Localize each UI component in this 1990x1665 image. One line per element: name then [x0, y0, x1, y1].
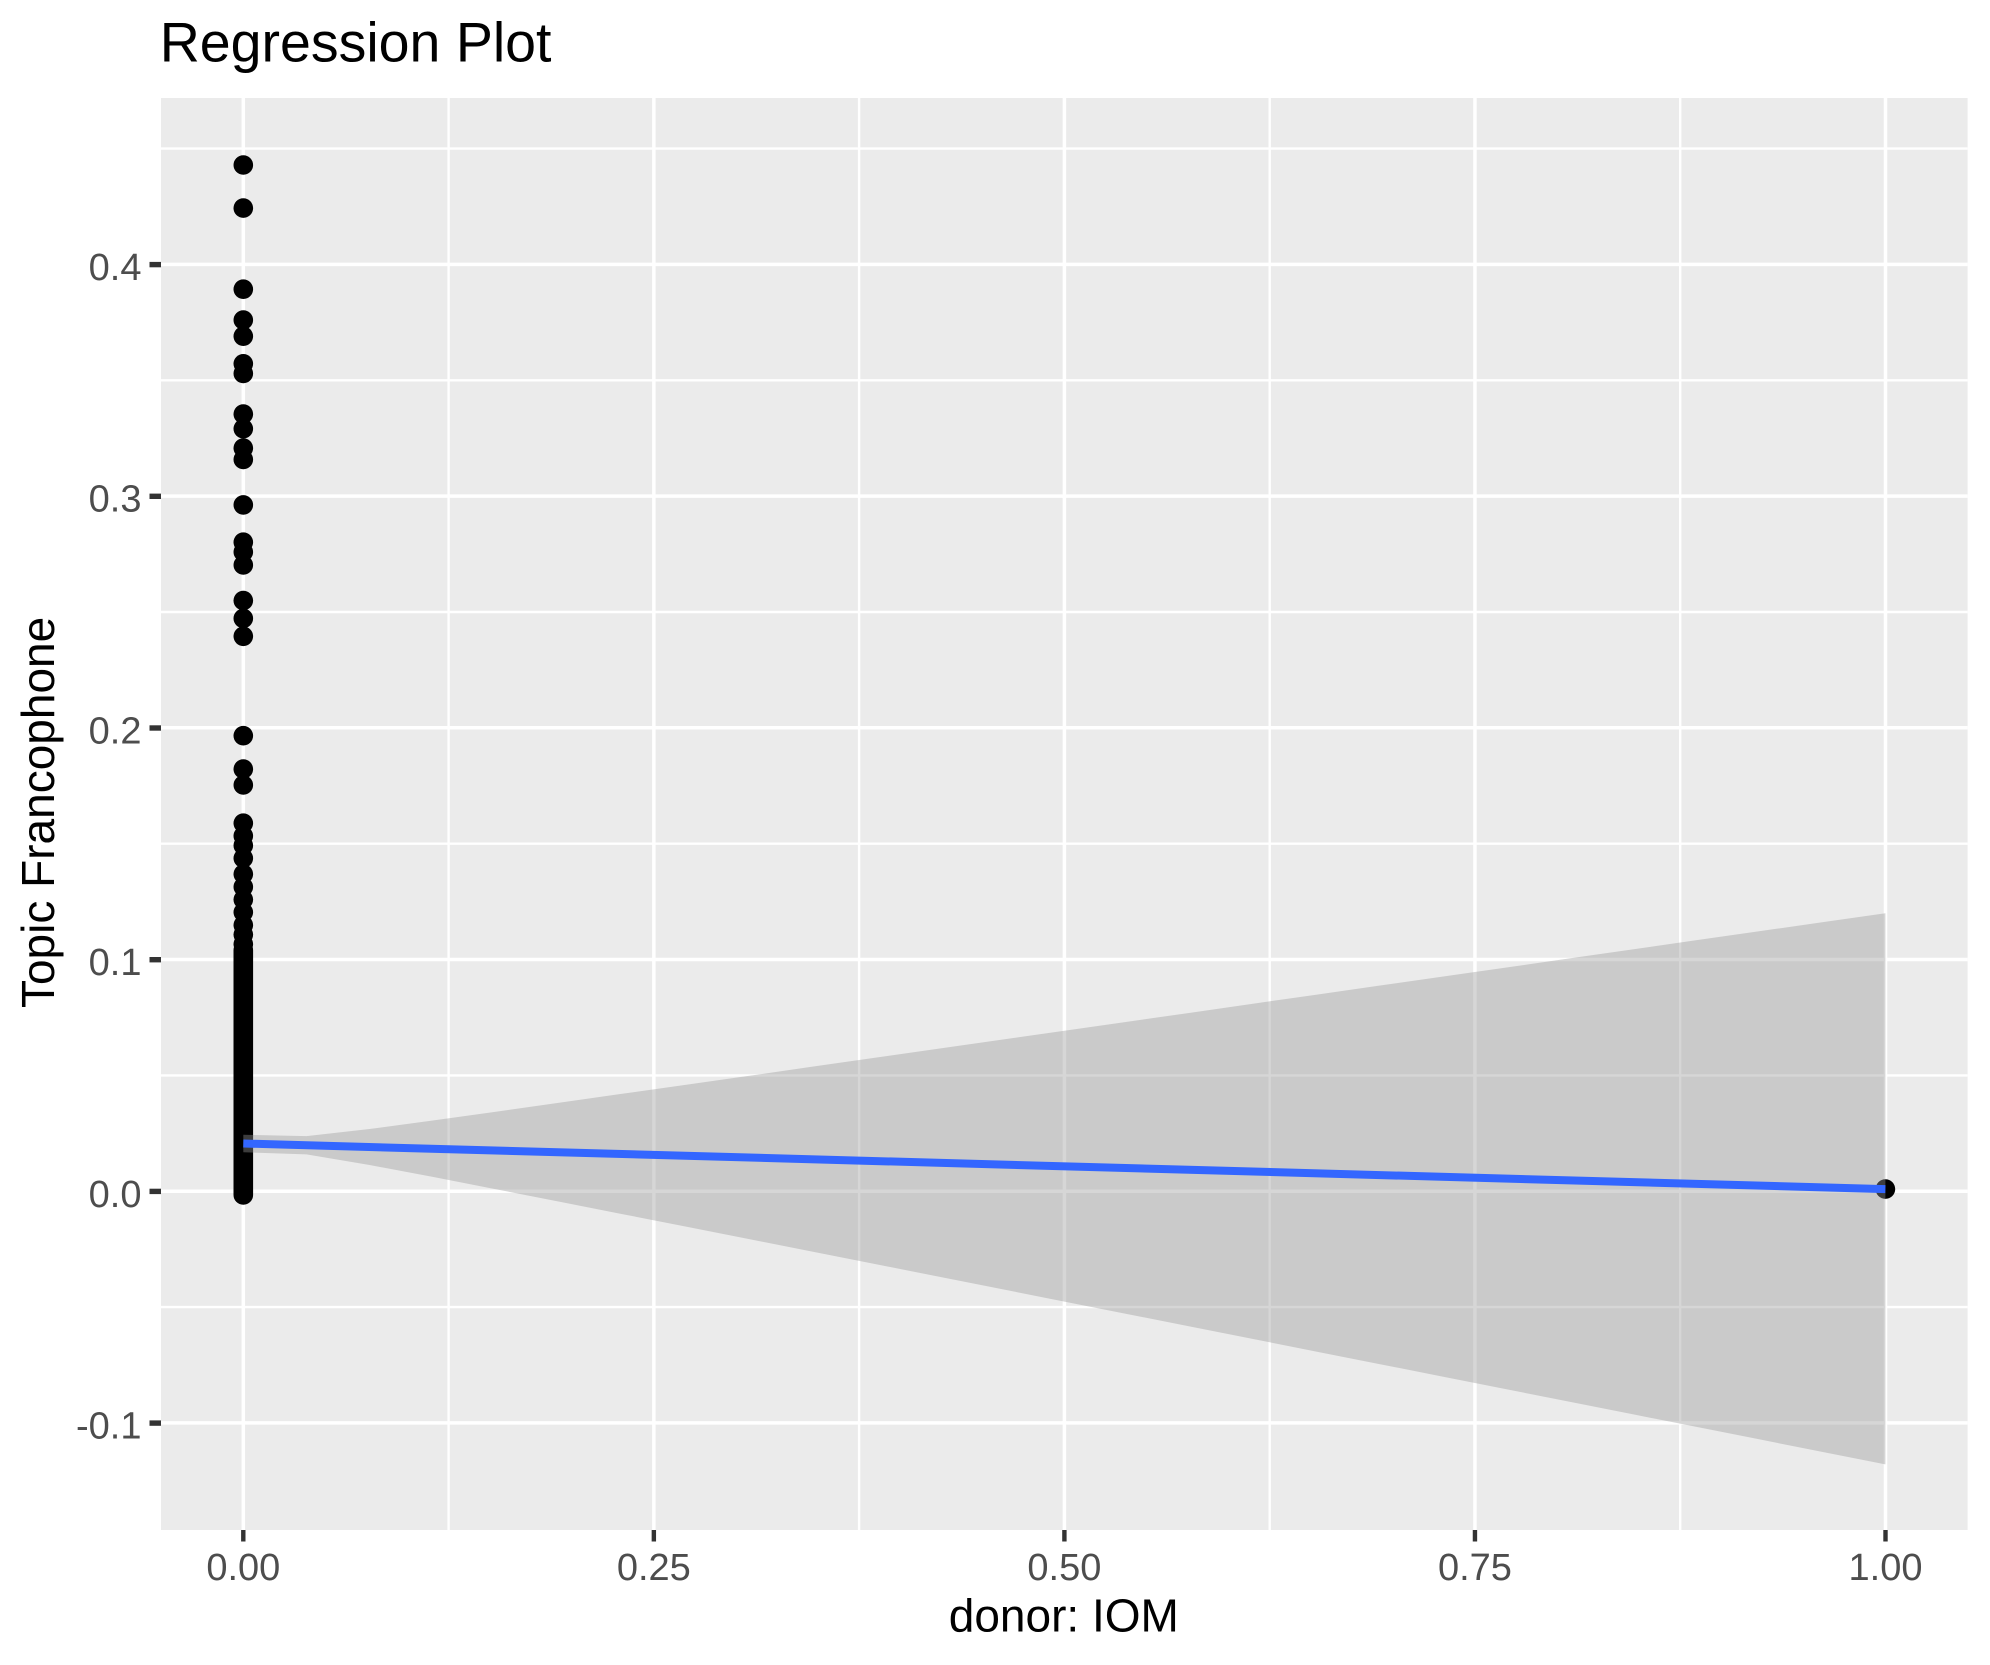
svg-text:-0.1: -0.1 [76, 1406, 141, 1448]
svg-text:1.00: 1.00 [1849, 1547, 1923, 1589]
svg-text:Topic Francophone: Topic Francophone [12, 617, 64, 1008]
svg-text:0.25: 0.25 [617, 1547, 691, 1589]
svg-text:0.3: 0.3 [89, 479, 142, 521]
svg-text:donor: IOM: donor: IOM [949, 1590, 1179, 1642]
svg-text:0.2: 0.2 [89, 710, 142, 752]
svg-text:0.75: 0.75 [1438, 1547, 1512, 1589]
svg-text:0.1: 0.1 [89, 942, 142, 984]
svg-text:0.4: 0.4 [89, 247, 142, 289]
svg-text:0.0: 0.0 [89, 1174, 142, 1216]
svg-text:0.50: 0.50 [1027, 1547, 1101, 1589]
svg-text:0.00: 0.00 [206, 1547, 280, 1589]
svg-text:Regression Plot: Regression Plot [160, 12, 552, 74]
